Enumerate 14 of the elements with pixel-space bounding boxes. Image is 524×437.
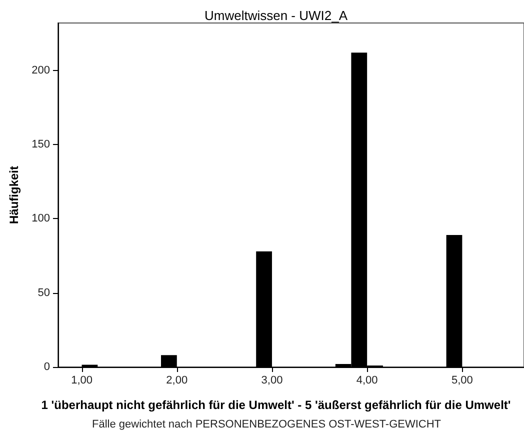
x-tick-label: 3,00 bbox=[261, 374, 283, 386]
x-tick-label: 4,00 bbox=[356, 374, 378, 386]
x-axis-title: 1 'überhaupt nicht gefährlich für die Umwelt' - 5 'äußerst gefährlich für die Umwelt' bbox=[41, 398, 511, 412]
y-tick-label: 50 bbox=[38, 286, 50, 299]
x-tick-label: 1,00 bbox=[71, 374, 92, 386]
chart-title: Umweltwissen - UWI2_A bbox=[204, 8, 348, 23]
text: Fälle gewichtet nach PERSONENBEZOGENES OST-WEST-GEWICHT bbox=[92, 418, 442, 430]
y-tick-label: 150 bbox=[32, 138, 50, 151]
y-tick-label: 200 bbox=[32, 64, 50, 76]
y-tick-label: 100 bbox=[32, 212, 50, 225]
x-tick-label: 2,00 bbox=[166, 374, 188, 386]
x-tick-label: 5,00 bbox=[451, 374, 473, 386]
y-axis-title: Häufigkeit bbox=[7, 166, 21, 224]
y-tick-label: 0 bbox=[44, 361, 50, 373]
